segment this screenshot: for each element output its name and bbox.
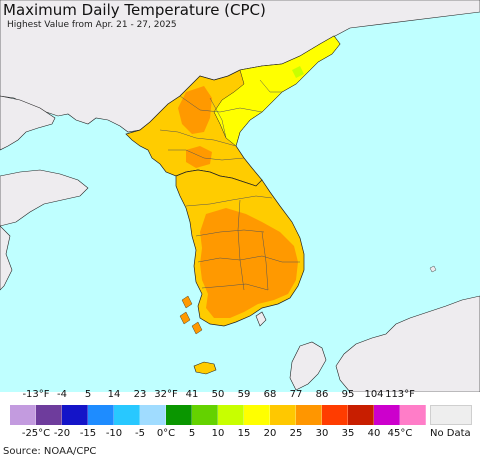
celsius-tick-label: 5 — [188, 428, 196, 439]
liaodong-peninsula — [0, 95, 56, 151]
celsius-tick-label: 10 — [211, 428, 225, 439]
legend-swatch — [62, 405, 88, 425]
celsius-tick-label: 30 — [315, 428, 329, 439]
celsius-tick-label: 25 — [289, 428, 303, 439]
celsius-tick-label: -25°C — [21, 428, 51, 439]
shandong-peninsula — [0, 169, 89, 227]
ulleung-island — [429, 265, 437, 273]
north-korea-northeast — [213, 35, 341, 147]
legend-swatch — [166, 405, 192, 425]
jeju-island — [193, 361, 217, 375]
fahrenheit-tick-label: 50 — [211, 389, 225, 400]
fahrenheit-tick-label: 32°F — [154, 389, 178, 400]
legend-swatch — [192, 405, 218, 425]
celsius-tick-label: -20 — [53, 428, 71, 439]
fahrenheit-tick-label: -13°F — [22, 389, 50, 400]
legend-swatch — [140, 405, 166, 425]
fahrenheit-tick-label: 23 — [133, 389, 147, 400]
china-east-coast — [0, 225, 13, 291]
celsius-tick-label: -15 — [79, 428, 97, 439]
legend-swatch — [400, 405, 426, 425]
fahrenheit-tick-label: 86 — [315, 389, 329, 400]
legend-swatches — [10, 405, 426, 425]
legend-swatch — [88, 405, 114, 425]
fahrenheit-tick-label: 59 — [237, 389, 251, 400]
japan-kyushu — [289, 341, 327, 391]
south-korea-interior — [200, 208, 298, 318]
japan-honshu — [335, 295, 480, 392]
north-korea-cool-spot — [292, 66, 304, 78]
legend-swatch — [218, 405, 244, 425]
legend-swatch — [296, 405, 322, 425]
north-korea-province-lines — [159, 79, 282, 161]
celsius-tick-label: -5 — [135, 428, 145, 439]
celsius-tick-label: 0°C — [156, 428, 176, 439]
legend-swatch — [374, 405, 400, 425]
no-data-swatch — [430, 405, 472, 425]
japan-island — [255, 311, 267, 327]
legend-swatch — [36, 405, 62, 425]
no-data-label: No Data — [430, 428, 471, 439]
fahrenheit-tick-label: -4 — [57, 389, 67, 400]
fahrenheit-tick-label: 95 — [341, 389, 355, 400]
legend-swatch — [322, 405, 348, 425]
color-legend: -13°F -4 5 14 23 32°F 41 50 59 68 77 86 95 104 113°F -… — [0, 386, 480, 446]
legend-swatch — [270, 405, 296, 425]
celsius-tick-label: 20 — [263, 428, 277, 439]
map-title: Maximum Daily Temperature (CPC) — [3, 1, 266, 19]
celsius-tick-label: -10 — [105, 428, 123, 439]
fahrenheit-tick-label: 104 — [364, 389, 384, 400]
celsius-tick-label: 40 — [367, 428, 381, 439]
fahrenheit-tick-label: 68 — [263, 389, 277, 400]
source-credit: Source: NOAA/CPC — [3, 446, 97, 457]
southwest-islands — [179, 295, 203, 335]
legend-swatch — [348, 405, 374, 425]
temperature-map — [0, 0, 480, 392]
north-korea-interior — [178, 86, 212, 134]
celsius-tick-label: 15 — [237, 428, 251, 439]
legend-swatch — [244, 405, 270, 425]
north-korea-south-orange — [186, 146, 212, 168]
fahrenheit-tick-label: 5 — [84, 389, 92, 400]
celsius-tick-label: 35 — [341, 428, 355, 439]
fahrenheit-tick-label: 41 — [185, 389, 199, 400]
south-korea-province-lines — [185, 195, 300, 291]
map-subtitle: Highest Value from Apr. 21 - 27, 2025 — [7, 20, 177, 30]
celsius-tick-label: 45°C — [387, 428, 413, 439]
fahrenheit-tick-label: 14 — [107, 389, 121, 400]
fahrenheit-tick-label: 113°F — [385, 389, 415, 400]
legend-swatch — [114, 405, 140, 425]
fahrenheit-tick-label: 77 — [289, 389, 303, 400]
legend-swatch — [10, 405, 36, 425]
